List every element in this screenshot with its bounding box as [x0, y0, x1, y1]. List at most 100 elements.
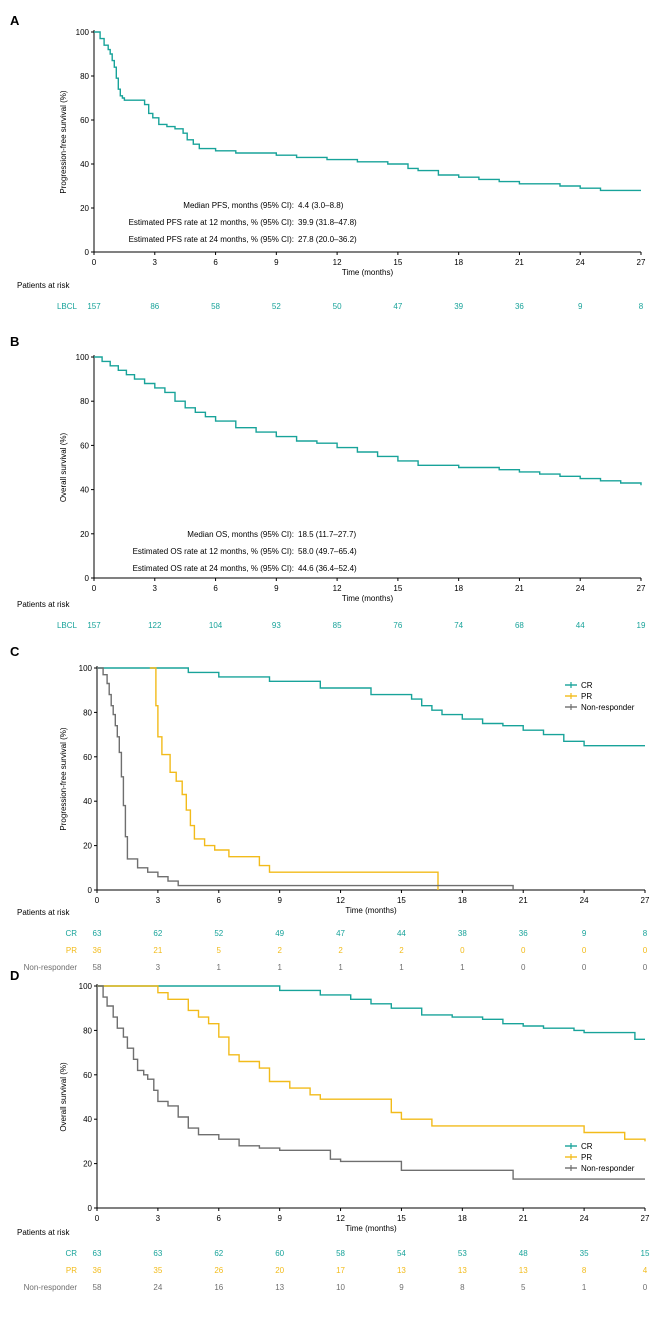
- risk-count: 76: [393, 621, 402, 630]
- x-tick-label: 6: [217, 1214, 222, 1223]
- risk-count: 9: [582, 929, 587, 938]
- x-tick-label: 0: [95, 896, 100, 905]
- x-tick-label: 15: [393, 584, 402, 593]
- risk-count: 58: [211, 302, 220, 311]
- risk-count: 20: [275, 1266, 284, 1275]
- risk-count: 63: [93, 1249, 102, 1258]
- y-tick-label: 0: [88, 1204, 93, 1213]
- x-tick-label: 6: [217, 896, 222, 905]
- x-tick-label: 9: [274, 258, 279, 267]
- annotation-label: Estimated PFS rate at 12 months, % (95% …: [129, 218, 294, 227]
- panel-label: D: [10, 968, 19, 983]
- risk-count: 44: [576, 621, 585, 630]
- risk-count: 0: [460, 946, 465, 955]
- y-tick-label: 100: [79, 982, 93, 991]
- x-tick-label: 24: [576, 584, 585, 593]
- x-tick-label: 15: [397, 896, 406, 905]
- risk-table-header: Patients at risk: [17, 1228, 70, 1237]
- risk-count: 8: [460, 1283, 465, 1292]
- y-tick-label: 20: [80, 204, 89, 213]
- risk-count: 35: [580, 1249, 589, 1258]
- y-tick-label: 80: [83, 708, 92, 717]
- risk-count: 58: [93, 963, 102, 972]
- risk-count: 157: [87, 621, 101, 630]
- risk-count: 63: [93, 929, 102, 938]
- annotation-label: Estimated PFS rate at 24 months, % (95% …: [129, 235, 294, 244]
- risk-count: 8: [582, 1266, 587, 1275]
- x-axis-label: Time (months): [342, 594, 394, 603]
- risk-count: 26: [214, 1266, 223, 1275]
- x-tick-label: 18: [458, 896, 467, 905]
- x-tick-label: 9: [277, 896, 282, 905]
- risk-count: 1: [217, 963, 222, 972]
- risk-count: 1: [460, 963, 465, 972]
- legend-label: Non-responder: [581, 1164, 635, 1173]
- risk-count: 13: [397, 1266, 406, 1275]
- y-axis-label: Progression-free survival (%): [59, 90, 68, 193]
- risk-count: 21: [153, 946, 162, 955]
- x-tick-label: 12: [336, 1214, 345, 1223]
- risk-count: 13: [275, 1283, 284, 1292]
- x-axis-label: Time (months): [342, 268, 394, 277]
- x-tick-label: 12: [333, 584, 342, 593]
- risk-count: 36: [93, 946, 102, 955]
- x-tick-label: 18: [454, 584, 463, 593]
- risk-count: 44: [397, 929, 406, 938]
- y-tick-label: 40: [83, 797, 92, 806]
- annotation-label: Median OS, months (95% CI):: [187, 530, 294, 539]
- panel-label: B: [10, 334, 19, 349]
- legend-label: PR: [581, 692, 592, 701]
- x-tick-label: 9: [274, 584, 279, 593]
- risk-count: 49: [275, 929, 284, 938]
- risk-count: 4: [643, 1266, 648, 1275]
- x-tick-label: 24: [580, 1214, 589, 1223]
- x-tick-label: 9: [277, 1214, 282, 1223]
- x-tick-label: 21: [515, 584, 524, 593]
- risk-count: 62: [214, 1249, 223, 1258]
- y-axis-label: Overall survival (%): [59, 432, 68, 502]
- risk-count: 47: [393, 302, 402, 311]
- risk-count: 35: [153, 1266, 162, 1275]
- x-tick-label: 6: [213, 584, 218, 593]
- x-tick-label: 24: [576, 258, 585, 267]
- legend-label: CR: [581, 1142, 593, 1151]
- annotation-value: 27.8 (20.0–36.2): [298, 235, 357, 244]
- risk-count: 36: [515, 302, 524, 311]
- risk-count: 2: [399, 946, 404, 955]
- risk-count: 50: [333, 302, 342, 311]
- risk-count: 1: [277, 963, 282, 972]
- annotation-value: 4.4 (3.0–8.8): [298, 201, 344, 210]
- risk-count: 104: [209, 621, 223, 630]
- x-tick-label: 0: [92, 584, 97, 593]
- y-tick-label: 80: [80, 397, 89, 406]
- risk-table-header: Patients at risk: [17, 600, 70, 609]
- risk-count: 0: [643, 1283, 648, 1292]
- y-tick-label: 80: [83, 1026, 92, 1035]
- y-tick-label: 60: [83, 753, 92, 762]
- risk-count: 58: [336, 1249, 345, 1258]
- risk-row-label: PR: [66, 946, 77, 955]
- x-tick-label: 3: [153, 258, 158, 267]
- y-tick-label: 40: [80, 486, 89, 495]
- y-tick-label: 100: [76, 28, 90, 37]
- risk-count: 36: [93, 1266, 102, 1275]
- x-tick-label: 21: [515, 258, 524, 267]
- risk-count: 13: [458, 1266, 467, 1275]
- km-curve-pr: [149, 667, 439, 890]
- annotation-value: 18.5 (11.7–27.7): [298, 530, 356, 539]
- risk-count: 0: [521, 946, 526, 955]
- risk-count: 0: [582, 946, 587, 955]
- x-tick-label: 12: [333, 258, 342, 267]
- x-tick-label: 3: [156, 1214, 161, 1223]
- x-tick-label: 24: [580, 896, 589, 905]
- y-tick-label: 60: [80, 441, 89, 450]
- risk-count: 0: [521, 963, 526, 972]
- km-curve-cr: [97, 667, 645, 747]
- risk-count: 38: [458, 929, 467, 938]
- risk-count: 54: [397, 1249, 406, 1258]
- x-tick-label: 27: [641, 896, 650, 905]
- x-tick-label: 0: [92, 258, 97, 267]
- risk-count: 122: [148, 621, 162, 630]
- y-tick-label: 60: [83, 1071, 92, 1080]
